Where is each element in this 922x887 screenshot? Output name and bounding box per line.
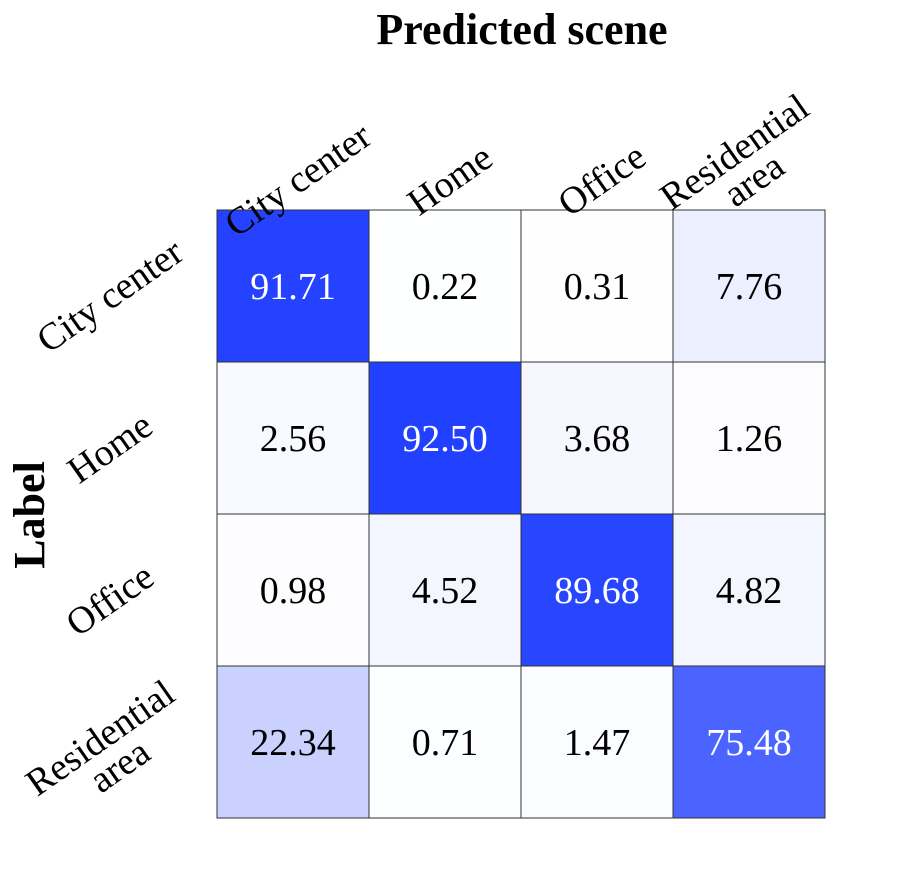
heatmap-cell-0-0 — [216, 209, 370, 363]
y-tick-label-1: Home — [60, 404, 160, 492]
heatmap-cells: 91.71 0.22 0.31 7.76 2.56 92.50 3.68 1.26 0.98 4.… — [216, 209, 826, 819]
heatmap-cell-3-2 — [520, 665, 674, 819]
heatmap-cell-value-1-2: 3.68 — [564, 418, 631, 460]
y-tick-label-0: City center — [29, 231, 191, 362]
heatmap-cell-value-2-0: 0.98 — [260, 570, 327, 612]
heatmap-cell-value-1-0: 2.56 — [260, 418, 327, 460]
y-tick-label-3: Residentialarea — [18, 672, 202, 832]
heatmap-cell-1-1 — [368, 361, 522, 515]
heatmap-cell-value-0-1: 0.22 — [412, 266, 479, 308]
heatmap-cell-value-3-2: 1.47 — [564, 722, 631, 764]
heatmap-cell-value-2-2: 89.68 — [554, 570, 640, 612]
heatmap-cell-0-3 — [672, 209, 826, 363]
heatmap-cell-value-0-0: 91.71 — [250, 266, 336, 308]
heatmap-cell-value-3-3: 75.48 — [706, 722, 792, 764]
heatmap-cell-3-1 — [368, 665, 522, 819]
heatmap-cell-value-2-3: 4.82 — [716, 570, 783, 612]
heatmap-cell-1-3 — [672, 361, 826, 515]
heatmap-cell-value-0-3: 7.76 — [716, 266, 783, 308]
heatmap-cell-value-1-1: 92.50 — [402, 418, 488, 460]
heatmap-cell-value-0-2: 0.31 — [564, 266, 631, 308]
heatmap-cell-value-3-1: 0.71 — [412, 722, 479, 764]
heatmap-cell-value-3-0: 22.34 — [250, 722, 336, 764]
heatmap-cell-0-2 — [520, 209, 674, 363]
heatmap-cell-1-0 — [216, 361, 370, 515]
heatmap-cell-value-1-3: 1.26 — [716, 418, 783, 460]
heatmap-cell-3-3 — [672, 665, 826, 819]
heatmap-cell-0-1 — [368, 209, 522, 363]
heatmap-cell-2-1 — [368, 513, 522, 667]
heatmap-cell-1-2 — [520, 361, 674, 515]
y-tick-label-2: Office — [59, 555, 162, 645]
chart-title: Predicted scene — [376, 5, 667, 54]
y-axis-label: Label — [5, 461, 54, 569]
heatmap-cell-3-0 — [216, 665, 370, 819]
heatmap-cell-2-3 — [672, 513, 826, 667]
heatmap-cell-value-2-1: 4.52 — [412, 570, 479, 612]
